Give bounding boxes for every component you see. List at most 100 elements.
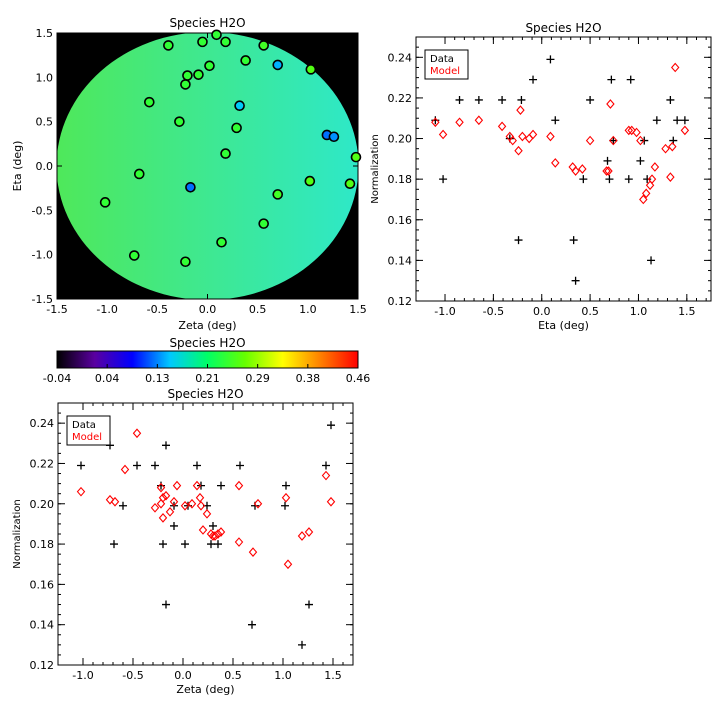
- map-point: [240, 55, 251, 66]
- model-point: [602, 166, 611, 176]
- model-point: [281, 492, 291, 503]
- model-point: [297, 531, 307, 541]
- data-point: [207, 540, 215, 549]
- model-point: [198, 525, 208, 535]
- model-point: [546, 131, 555, 142]
- data-point: [305, 600, 313, 609]
- map-x-tick-label: -0.5: [147, 303, 168, 316]
- model-point: [609, 135, 618, 146]
- model-point: [455, 117, 464, 128]
- model-point: [156, 498, 166, 509]
- colorbar-tick-label: 0.38: [296, 372, 321, 385]
- data-point: [643, 175, 652, 184]
- plot-y-tick-label: 0.14: [388, 254, 413, 267]
- data-point: [624, 175, 633, 184]
- data-point: [133, 461, 141, 470]
- data-point: [439, 175, 448, 184]
- data-point: [248, 620, 256, 629]
- map-x-tick-label: -1.5: [46, 303, 67, 316]
- data-point: [586, 95, 595, 104]
- map-point: [197, 36, 208, 48]
- plot-x-tick-label: 0.5: [581, 305, 599, 318]
- model-point: [551, 158, 560, 168]
- model-point: [627, 125, 636, 136]
- colorbar-title: Species H2O: [169, 336, 245, 350]
- plot-x-tick-label: 0.0: [533, 305, 551, 318]
- model-point: [528, 129, 538, 140]
- data-point: [209, 521, 217, 530]
- map-point: [216, 236, 227, 248]
- data-point: [609, 136, 618, 145]
- plot-x-label: Zeta (deg): [176, 683, 234, 696]
- model-point: [680, 125, 690, 136]
- model-point: [195, 492, 205, 503]
- colorbar-tick-label: 0.04: [95, 372, 120, 385]
- plot-x-tick-label: 0.5: [224, 669, 242, 682]
- plot-title: Species H2O: [167, 387, 243, 401]
- data-point: [647, 256, 656, 265]
- plot-title: Species H2O: [525, 21, 601, 35]
- map-y-label: Eta (deg): [11, 141, 24, 192]
- model-point: [304, 527, 314, 537]
- map-title: Species H2O: [169, 16, 245, 30]
- data-point: [217, 481, 225, 490]
- model-point: [497, 121, 507, 132]
- model-point: [253, 498, 263, 509]
- map-y-tick-label: 0.0: [36, 160, 54, 173]
- plot-x-tick-label: -0.5: [122, 669, 143, 682]
- data-point: [607, 75, 616, 84]
- map-point: [185, 181, 196, 193]
- map-point: [193, 69, 204, 80]
- data-point: [569, 236, 578, 245]
- data-point: [474, 95, 483, 104]
- plot-x-label: Eta (deg): [538, 319, 589, 332]
- model-point: [668, 141, 677, 152]
- plot-x-tick-label: 1.5: [324, 669, 342, 682]
- plot-x-tick-label: -0.5: [483, 305, 504, 318]
- map-point: [99, 197, 111, 208]
- model-point: [321, 470, 331, 481]
- map-y-tick-label: -0.5: [32, 204, 53, 217]
- data-point: [551, 116, 560, 125]
- model-point: [514, 145, 523, 156]
- model-point: [438, 129, 448, 140]
- data-point: [282, 481, 290, 490]
- model-point: [216, 527, 226, 537]
- model-point: [604, 166, 613, 176]
- model-point: [196, 500, 206, 511]
- data-point: [673, 116, 682, 125]
- plot-y-label: Normalization: [12, 499, 23, 569]
- map-panel: -1.5 -1.0 -0.5 0.0 0.5 1.0 1.5 -1.5 -1.0 -0.5 0.0 0…: [11, 16, 367, 332]
- map-point: [234, 100, 245, 112]
- data-point: [636, 156, 645, 165]
- legend-box: [424, 49, 469, 80]
- plot-y-tick-label: 0.14: [30, 619, 55, 632]
- map-y-tick-label: -1.0: [32, 249, 53, 262]
- model-point: [210, 531, 220, 541]
- model-point: [639, 194, 648, 205]
- map-point: [180, 256, 191, 268]
- model-point: [585, 135, 595, 146]
- model-point: [650, 162, 660, 172]
- map-point: [133, 168, 145, 180]
- data-point: [236, 461, 244, 470]
- map-x-tick-label: 1.5: [349, 303, 367, 316]
- map-point: [328, 131, 340, 143]
- legend-box: [66, 415, 111, 446]
- map-x-tick-label: 0.5: [249, 303, 267, 316]
- model-point: [326, 496, 336, 507]
- model-point: [524, 133, 534, 144]
- map-field: [57, 33, 358, 299]
- data-point: [666, 95, 675, 104]
- plot-y-tick-label: 0.24: [30, 417, 55, 430]
- data-point: [514, 236, 523, 245]
- data-point: [181, 540, 189, 549]
- map-point: [211, 29, 222, 41]
- model-point: [161, 490, 171, 501]
- model-point: [105, 494, 115, 505]
- plot-x-tick-label: 1.0: [630, 305, 648, 318]
- colorbar-tick-label: -0.04: [43, 372, 71, 385]
- colorbar-tick-label: 0.29: [245, 372, 270, 385]
- data-point: [322, 461, 330, 470]
